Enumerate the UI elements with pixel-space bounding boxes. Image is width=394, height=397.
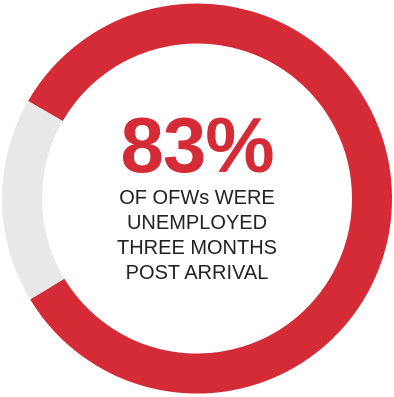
donut-slices	[2, 3, 392, 394]
slice-remainder	[2, 101, 65, 300]
slice-value	[28, 3, 392, 394]
